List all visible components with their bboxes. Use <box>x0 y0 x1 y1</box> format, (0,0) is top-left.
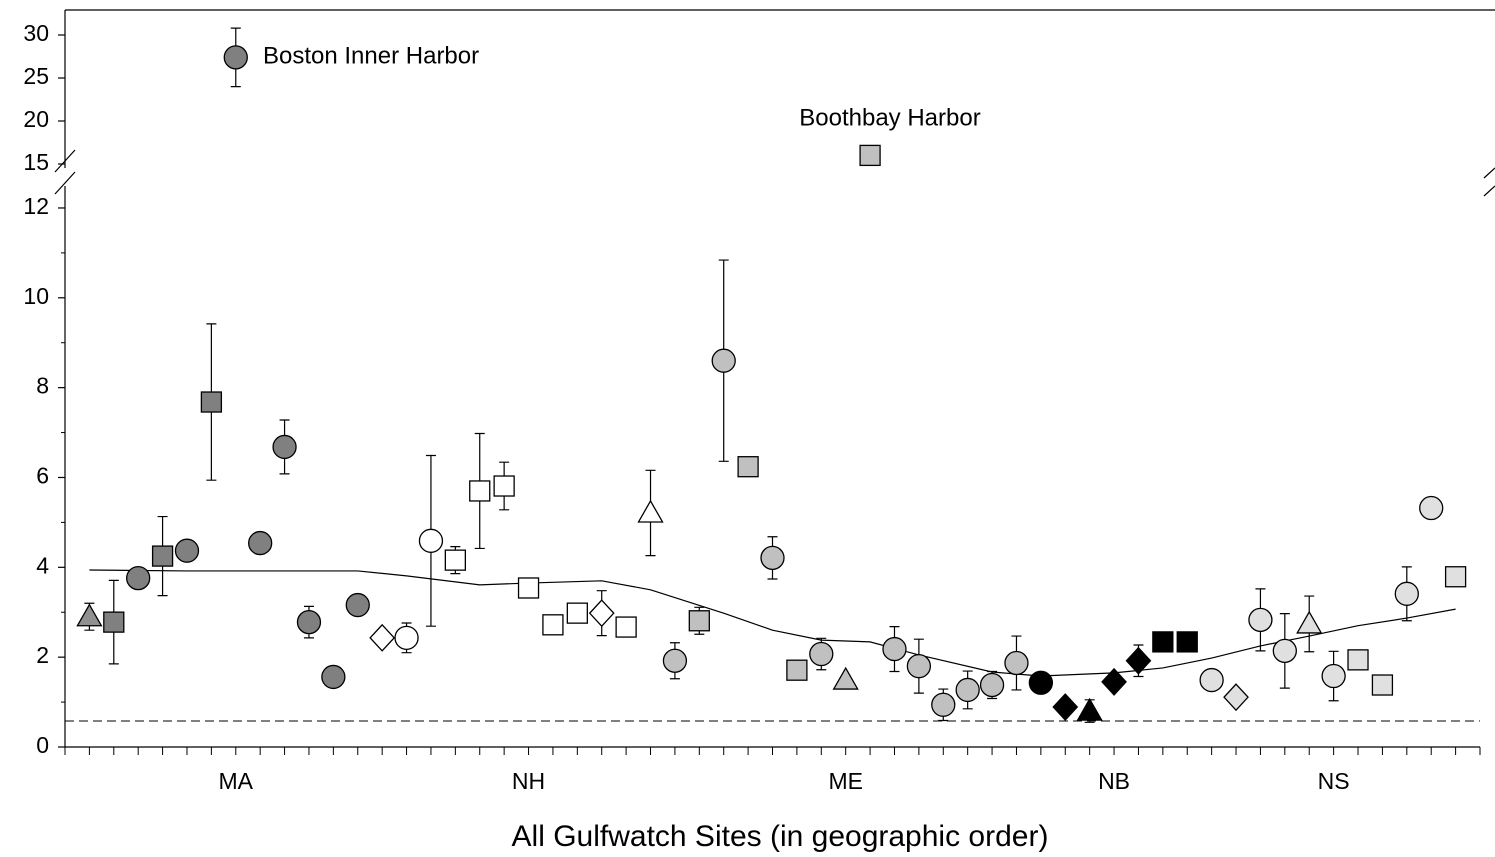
marker <box>1272 638 1297 664</box>
y-tick-label: 2 <box>36 642 49 668</box>
marker <box>1125 646 1152 675</box>
marker <box>832 666 859 690</box>
marker <box>469 480 491 502</box>
axis-break <box>1483 185 1495 197</box>
marker <box>786 659 808 681</box>
marker <box>882 636 907 662</box>
marker <box>931 692 956 717</box>
marker <box>200 391 223 413</box>
y-tick-label: 20 <box>23 106 49 132</box>
marker <box>444 549 466 571</box>
marker <box>1296 610 1323 634</box>
marker <box>1248 607 1273 633</box>
marker <box>1199 667 1224 693</box>
marker <box>517 577 540 599</box>
marker <box>1028 670 1054 695</box>
marker <box>1394 581 1419 606</box>
marker <box>151 545 174 567</box>
marker <box>1176 631 1198 653</box>
axis-break <box>54 149 76 173</box>
marker <box>711 348 736 373</box>
marker <box>418 528 444 553</box>
marker <box>1223 683 1249 712</box>
marker <box>1152 631 1174 653</box>
y-tick-label: 25 <box>23 63 49 89</box>
marker <box>1004 650 1029 676</box>
marker <box>394 625 419 650</box>
marker <box>662 648 688 673</box>
marker <box>615 616 637 638</box>
axis-break <box>54 171 76 195</box>
marker <box>979 672 1005 698</box>
marker <box>296 609 322 635</box>
marker <box>566 602 588 624</box>
region-label: NB <box>1098 768 1130 794</box>
marker <box>223 45 248 70</box>
marker <box>760 545 785 571</box>
annotation: Boston Inner Harbor <box>263 42 479 69</box>
marker <box>493 475 515 497</box>
marker <box>248 530 273 556</box>
marker <box>859 144 881 167</box>
marker <box>1321 663 1346 689</box>
axis-break <box>1483 167 1495 179</box>
y-tick-label: 10 <box>23 283 49 309</box>
marker <box>906 653 932 679</box>
y-tick-label: 4 <box>36 552 49 578</box>
marker <box>126 565 151 591</box>
x-axis-title: All Gulfwatch Sites (in geographic order… <box>512 820 1049 853</box>
y-tick-label: 0 <box>36 732 49 758</box>
annotation: Boothbay Harbor <box>799 104 980 131</box>
y-tick-label: 6 <box>36 463 49 489</box>
marker <box>369 623 396 652</box>
marker <box>321 664 346 690</box>
marker <box>345 592 370 618</box>
region-label: NS <box>1318 768 1350 794</box>
marker <box>1347 649 1369 671</box>
y-tick-label: 12 <box>23 193 49 219</box>
region-label: ME <box>828 768 863 794</box>
marker <box>809 641 834 667</box>
marker <box>1101 667 1127 696</box>
marker <box>103 611 125 633</box>
marker <box>542 614 564 636</box>
marker <box>1419 495 1444 521</box>
y-tick-label: 15 <box>23 149 49 175</box>
marker <box>588 599 615 628</box>
marker <box>174 538 200 563</box>
trend-line <box>89 569 1456 677</box>
marker <box>1444 566 1467 588</box>
marker <box>1371 674 1394 696</box>
marker <box>76 603 103 627</box>
y-tick-label: 8 <box>36 373 49 399</box>
region-label: NH <box>512 768 545 794</box>
marker <box>272 434 297 460</box>
marker <box>688 610 710 632</box>
marker <box>737 456 759 478</box>
marker <box>955 677 980 703</box>
region-label: MA <box>219 768 254 794</box>
marker <box>1076 697 1103 721</box>
marker <box>637 499 664 523</box>
marker <box>1052 693 1079 721</box>
y-tick-label: 30 <box>23 20 49 46</box>
